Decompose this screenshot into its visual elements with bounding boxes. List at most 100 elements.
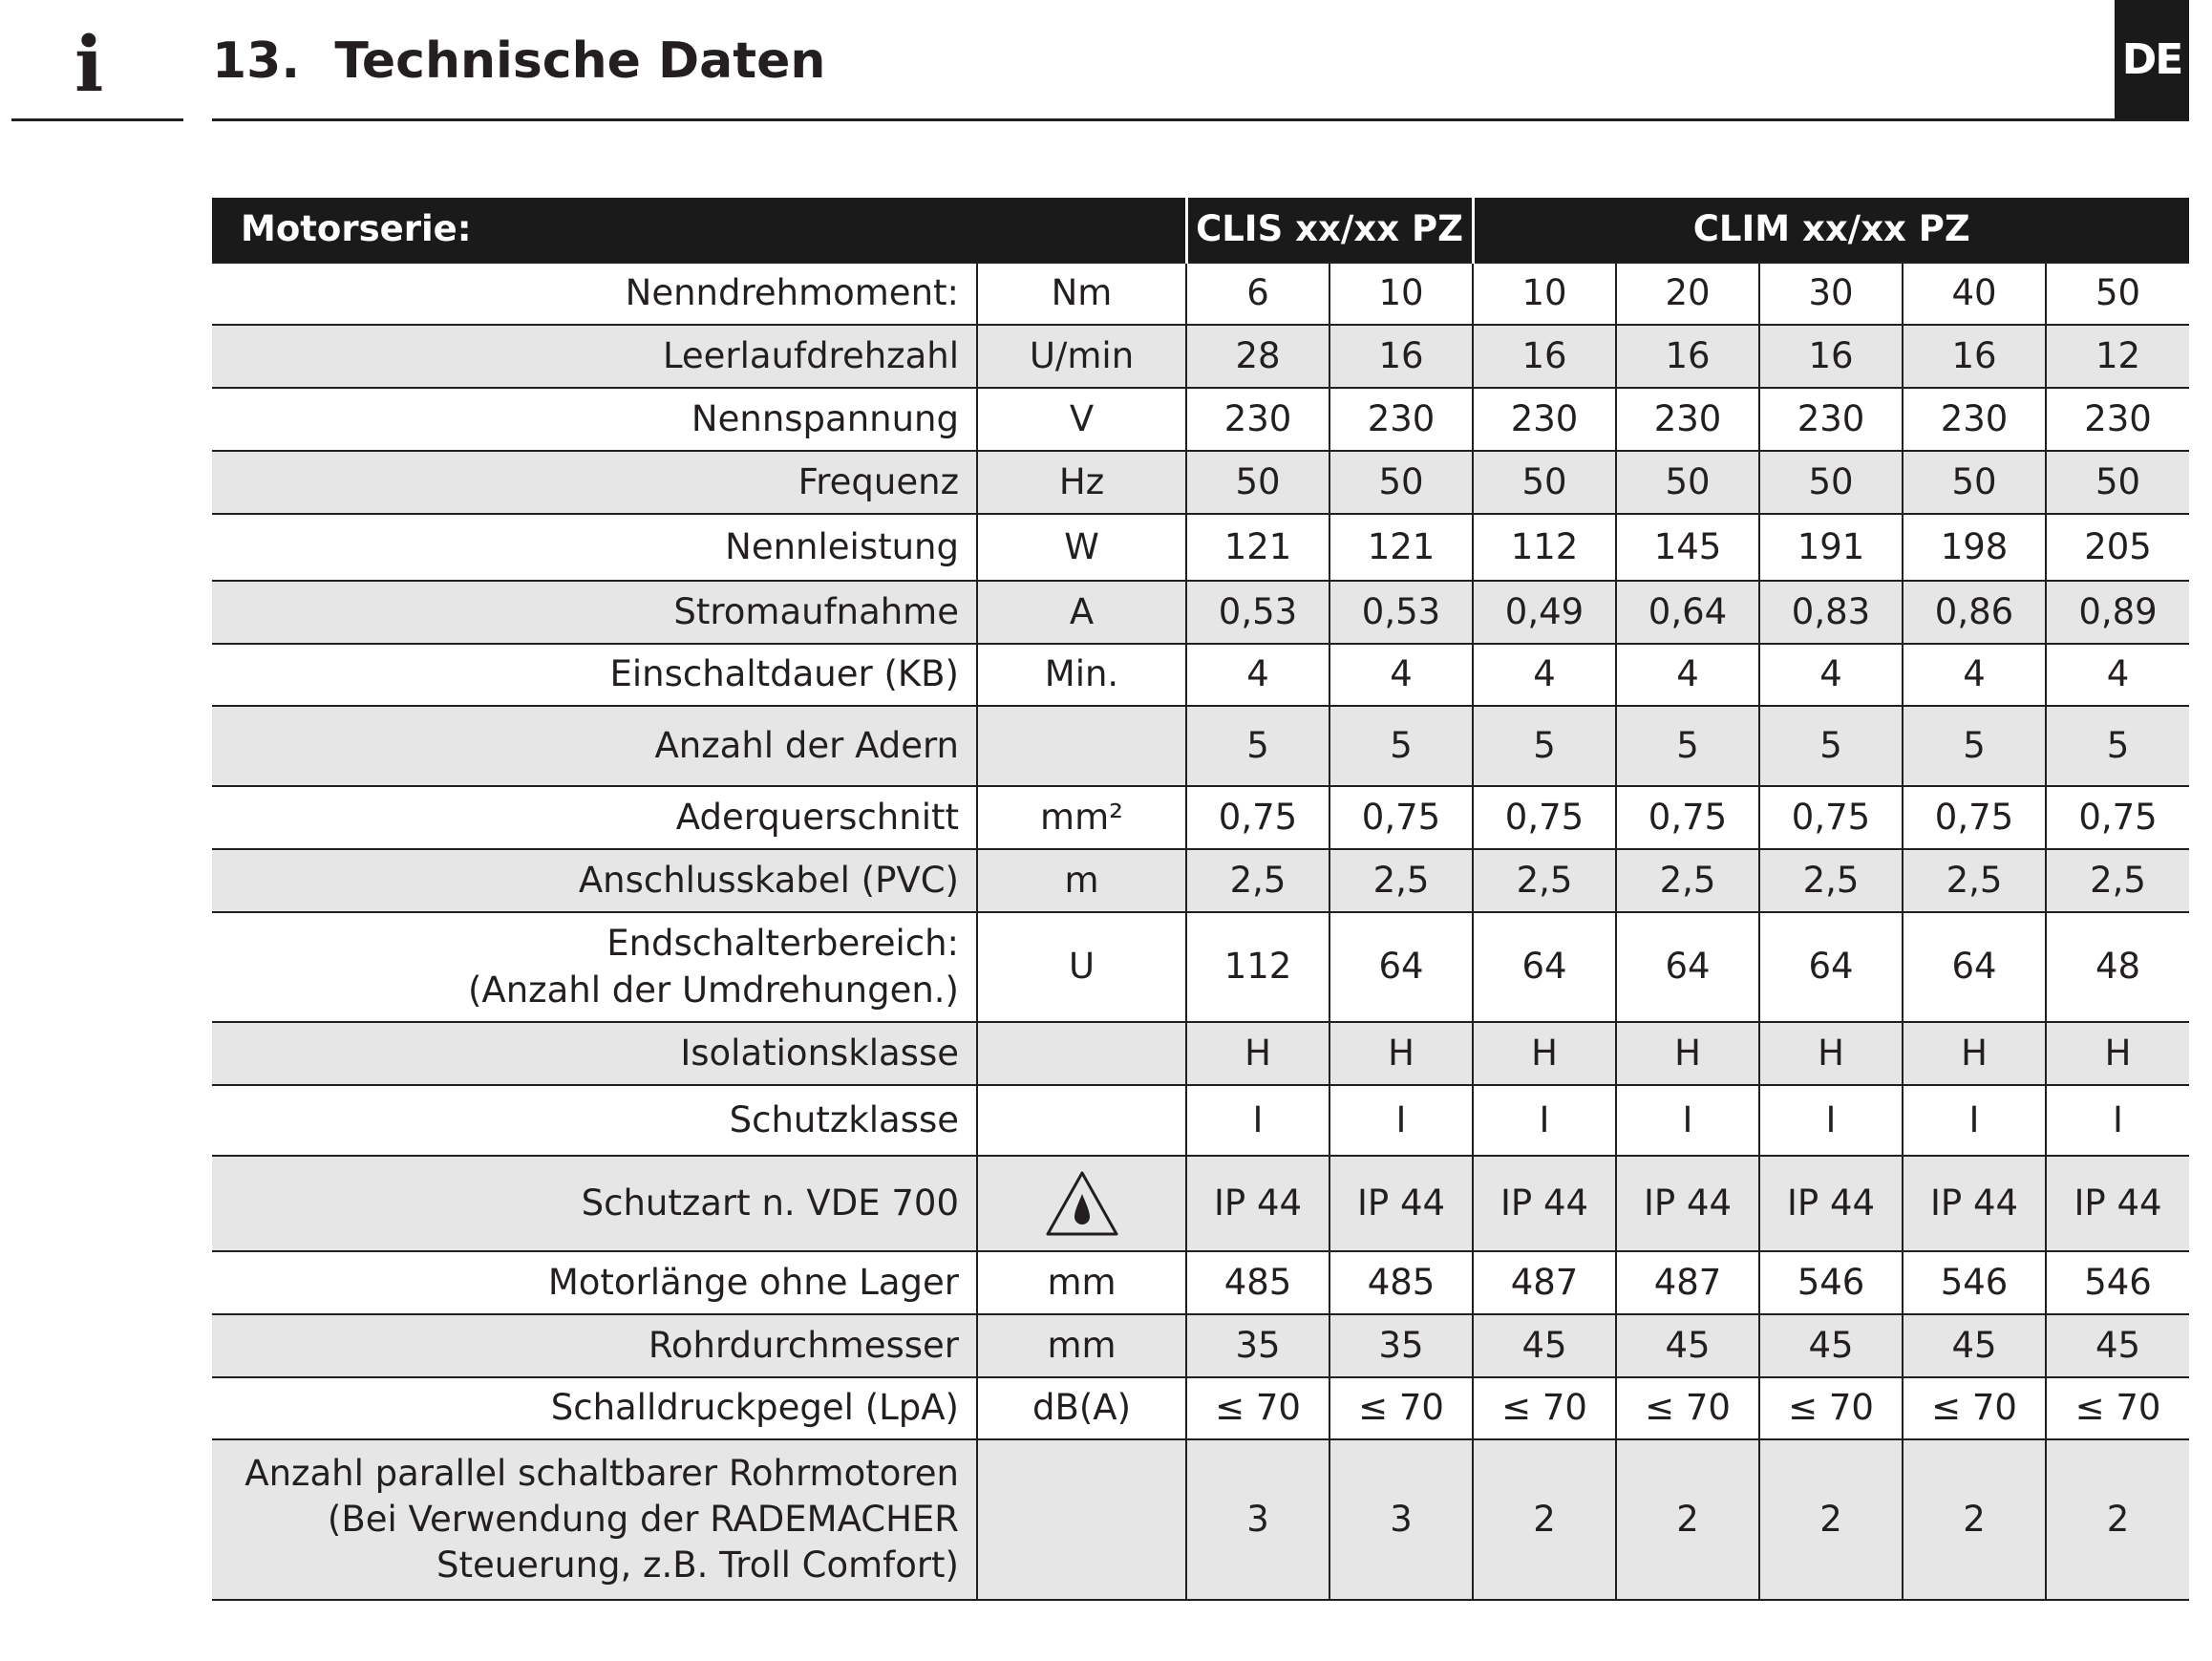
rule [212, 118, 2189, 121]
value-cell: 35 [1185, 1313, 1330, 1378]
row: Endschalterbereich: (Anzahl der Umdrehun… [212, 911, 2190, 1023]
row: Isolationsklasse H H H H H H H [212, 1021, 2190, 1086]
value-cell: 2 [1472, 1438, 1617, 1601]
value-cell: 485 [1329, 1250, 1474, 1315]
value-cell: I [1185, 1084, 1330, 1157]
value-cell: 230 [1615, 387, 1760, 452]
value-cell: 205 [2044, 513, 2190, 582]
value-cell: 0,75 [2044, 785, 2190, 850]
unit-cell: mm² [976, 785, 1187, 850]
value-cell: ≤ 70 [2044, 1376, 2190, 1440]
unit-cell: V [976, 387, 1187, 452]
title: 13. Technische Daten [212, 32, 826, 90]
value-cell: 112 [1185, 911, 1330, 1023]
unit-cell: mm [976, 1250, 1187, 1315]
row-label: Anschlusskabel (PVC) [212, 848, 978, 913]
row: Anzahl der Adern 5 5 5 5 5 5 5 [212, 705, 2190, 787]
value-cell: 2 [1758, 1438, 1904, 1601]
value-cell: 0,64 [1615, 580, 1760, 645]
row-label: Isolationsklasse [212, 1021, 978, 1086]
row: Schutzklasse I I I I I I I [212, 1084, 2190, 1157]
value-cell: 0,83 [1758, 580, 1904, 645]
row-label: Endschalterbereich: (Anzahl der Umdrehun… [212, 911, 978, 1023]
value-cell: 2,5 [1615, 848, 1760, 913]
row: Frequenz Hz 50 50 50 50 50 50 50 [212, 450, 2190, 515]
value-cell: H [1185, 1021, 1330, 1086]
value-cell: 6 [1185, 262, 1330, 326]
value-cell: 0,75 [1615, 785, 1760, 850]
value-cell: 4 [1758, 643, 1904, 707]
value-cell: 64 [1329, 911, 1474, 1023]
value-cell: 2,5 [1329, 848, 1474, 913]
value-cell: 0,53 [1185, 580, 1330, 645]
unit-cell: Min. [976, 643, 1187, 707]
value-cell: 3 [1185, 1438, 1330, 1601]
value-cell: H [1758, 1021, 1904, 1086]
value-cell: 121 [1329, 513, 1474, 582]
unit-cell: Hz [976, 450, 1187, 515]
value-cell: 2 [1615, 1438, 1760, 1601]
value-cell: 546 [1758, 1250, 1904, 1315]
value-cell: ≤ 70 [1185, 1376, 1330, 1440]
value-cell: 487 [1615, 1250, 1760, 1315]
spec-table: Motorserie: CLIS xx/xx PZ CLIM xx/xx PZ Nen… [212, 198, 2190, 1601]
value-cell: 546 [1902, 1250, 2047, 1315]
value-cell: IP 44 [1615, 1155, 1760, 1252]
value-cell: 28 [1185, 324, 1330, 389]
unit-cell: Nm [976, 262, 1187, 326]
row-label: Schutzart n. VDE 700 [212, 1155, 978, 1252]
unit-cell [976, 1438, 1187, 1601]
value-cell: 5 [1758, 705, 1904, 787]
value-cell: I [2044, 1084, 2190, 1157]
value-cell: I [1902, 1084, 2047, 1157]
header-row: Motorserie: CLIS xx/xx PZ CLIM xx/xx PZ [212, 198, 2190, 263]
row: Anzahl parallel schaltbarer Rohrmotoren … [212, 1438, 2190, 1601]
value-cell: IP 44 [2044, 1155, 2190, 1252]
value-cell: 2,5 [1472, 848, 1617, 913]
value-cell: H [1615, 1021, 1760, 1086]
unit-cell [976, 1155, 1187, 1252]
value-cell: 50 [1329, 450, 1474, 515]
value-cell: 45 [1902, 1313, 2047, 1378]
unit-cell: mm [976, 1313, 1187, 1378]
value-cell: 5 [2044, 705, 2190, 787]
value-cell: 2,5 [1185, 848, 1330, 913]
value-cell: 4 [1472, 643, 1617, 707]
info-icon: i [74, 19, 104, 109]
row: Schalldruckpegel (LpA) dB(A) ≤ 70 ≤ 70 ≤ 70 ≤… [212, 1376, 2190, 1440]
row: Rohrdurchmesser mm 35 35 45 45 45 45 45 [212, 1313, 2190, 1378]
value-cell: IP 44 [1329, 1155, 1474, 1252]
value-cell: 50 [1185, 450, 1330, 515]
rule [11, 118, 183, 121]
value-cell: ≤ 70 [1902, 1376, 2047, 1440]
row-label: Aderquerschnitt [212, 785, 978, 850]
row: Einschaltdauer (KB) Min. 4 4 4 4 4 4 4 [212, 643, 2190, 707]
value-cell: 50 [1902, 450, 2047, 515]
value-cell: 4 [1615, 643, 1760, 707]
value-cell: 2 [1902, 1438, 2047, 1601]
value-cell: 487 [1472, 1250, 1617, 1315]
unit-cell: U [976, 911, 1187, 1023]
row: Nennspannung V 230 230 230 230 230 230 230 [212, 387, 2190, 452]
value-cell: I [1329, 1084, 1474, 1157]
value-cell: IP 44 [1472, 1155, 1617, 1252]
row: Leerlaufdrehzahl U/min 28 16 16 16 16 16 12 [212, 324, 2190, 389]
value-cell: 0,75 [1185, 785, 1330, 850]
value-cell: 16 [1758, 324, 1904, 389]
value-cell: 48 [2044, 911, 2190, 1023]
row-label: Motorlänge ohne Lager [212, 1250, 978, 1315]
value-cell: 0,49 [1472, 580, 1617, 645]
value-cell: 5 [1329, 705, 1474, 787]
value-cell: 20 [1615, 262, 1760, 326]
value-cell: 145 [1615, 513, 1760, 582]
value-cell: 546 [2044, 1250, 2190, 1315]
unit-cell [976, 705, 1187, 787]
row-label: Anzahl der Adern [212, 705, 978, 787]
value-cell: 0,75 [1472, 785, 1617, 850]
value-cell: 198 [1902, 513, 2047, 582]
value-cell: 35 [1329, 1313, 1474, 1378]
value-cell: H [1472, 1021, 1617, 1086]
value-cell: 4 [2044, 643, 2190, 707]
value-cell: 10 [1472, 262, 1617, 326]
row: Stromaufnahme A 0,53 0,53 0,49 0,64 0,83 0,86 0,… [212, 580, 2190, 645]
